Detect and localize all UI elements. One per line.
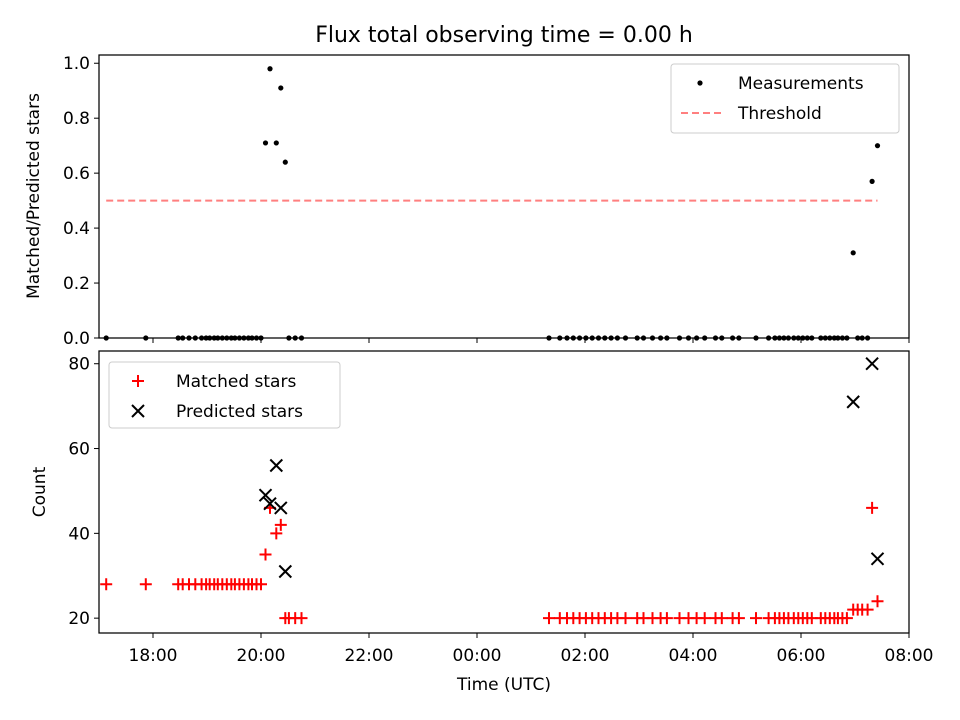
data-point bbox=[273, 140, 279, 146]
data-point bbox=[715, 612, 728, 625]
legend-label: Threshold bbox=[737, 104, 822, 124]
legend-box bbox=[108, 361, 341, 429]
data-point bbox=[259, 548, 272, 561]
x-axis-label: Time (UTC) bbox=[456, 675, 551, 695]
data-point bbox=[255, 578, 267, 591]
x-tick-label: 22:00 bbox=[345, 646, 394, 666]
data-point bbox=[865, 357, 879, 371]
data-point bbox=[278, 85, 284, 91]
data-point bbox=[850, 250, 856, 256]
y-tick-label: 0.4 bbox=[63, 219, 90, 239]
data-point bbox=[660, 612, 673, 625]
data-point bbox=[732, 612, 745, 625]
x-tick-label: 00:00 bbox=[453, 646, 502, 666]
x-tick-label: 18:00 bbox=[129, 646, 178, 666]
y-tick-label: 0.6 bbox=[63, 164, 90, 184]
data-point bbox=[269, 458, 284, 473]
data-point bbox=[861, 603, 874, 616]
top-plot-frame bbox=[98, 54, 910, 339]
bottom-panel: 20 40 60 80 18:00 20:00 22:00 00:00 02:00 04:00 06… bbox=[68, 355, 933, 666]
x-tick-label: 02:00 bbox=[561, 646, 610, 666]
data-point bbox=[258, 488, 273, 502]
legend-label: Predicted stars bbox=[176, 402, 303, 422]
data-point bbox=[871, 595, 884, 608]
data-point bbox=[543, 612, 555, 625]
top-panel: 0.0 0.2 0.4 0.6 0.8 1.0 Measurements Threshold bbox=[63, 54, 910, 349]
legend: Measurements Threshold bbox=[670, 63, 900, 134]
data-point bbox=[274, 518, 287, 531]
data-point bbox=[263, 496, 277, 511]
legend-box bbox=[670, 63, 900, 134]
data-point bbox=[698, 612, 711, 625]
y-tick-label: 0.8 bbox=[63, 109, 90, 129]
x-tick-label: 08:00 bbox=[885, 646, 934, 666]
data-point bbox=[270, 527, 283, 540]
chart-title: Flux total observing time = 0.00 h bbox=[315, 23, 693, 48]
bottom-y-axis-label: Count bbox=[30, 466, 50, 517]
legend: Matched stars Predicted stars bbox=[108, 361, 341, 429]
legend-label: Measurements bbox=[738, 74, 864, 94]
y-tick-label: 20 bbox=[68, 609, 90, 629]
legend-marker bbox=[131, 404, 145, 418]
data-point bbox=[100, 578, 113, 591]
series-matched-stars bbox=[100, 501, 884, 625]
data-point bbox=[750, 612, 762, 625]
data-point bbox=[619, 612, 632, 625]
top-y-axis-label: Matched/Predicted stars bbox=[24, 93, 44, 299]
data-point bbox=[282, 159, 288, 165]
data-point bbox=[267, 66, 273, 72]
data-point bbox=[846, 395, 860, 409]
legend-marker bbox=[132, 375, 144, 387]
y-tick-label: 0.0 bbox=[63, 329, 90, 349]
data-point bbox=[295, 612, 308, 625]
x-tick-label: 06:00 bbox=[777, 646, 826, 666]
y-tick-label: 40 bbox=[68, 524, 90, 544]
data-point bbox=[874, 143, 881, 149]
y-tick-label: 1.0 bbox=[63, 54, 90, 74]
legend-marker bbox=[697, 80, 703, 86]
series-predicted-stars bbox=[258, 357, 885, 579]
x-tick-label: 04:00 bbox=[669, 646, 718, 666]
data-point bbox=[866, 501, 879, 514]
data-point bbox=[870, 552, 885, 566]
legend-label: Matched stars bbox=[176, 372, 296, 392]
y-tick-label: 0.2 bbox=[63, 274, 90, 294]
data-point bbox=[262, 140, 269, 146]
bottom-plot-frame bbox=[98, 350, 910, 634]
y-tick-label: 60 bbox=[68, 440, 90, 460]
data-point bbox=[840, 612, 853, 625]
data-point bbox=[869, 178, 875, 184]
y-tick-label: 80 bbox=[68, 355, 90, 375]
data-point bbox=[274, 501, 288, 515]
x-tick-label: 20:00 bbox=[237, 646, 286, 666]
data-point bbox=[278, 564, 293, 579]
data-point bbox=[139, 578, 152, 591]
